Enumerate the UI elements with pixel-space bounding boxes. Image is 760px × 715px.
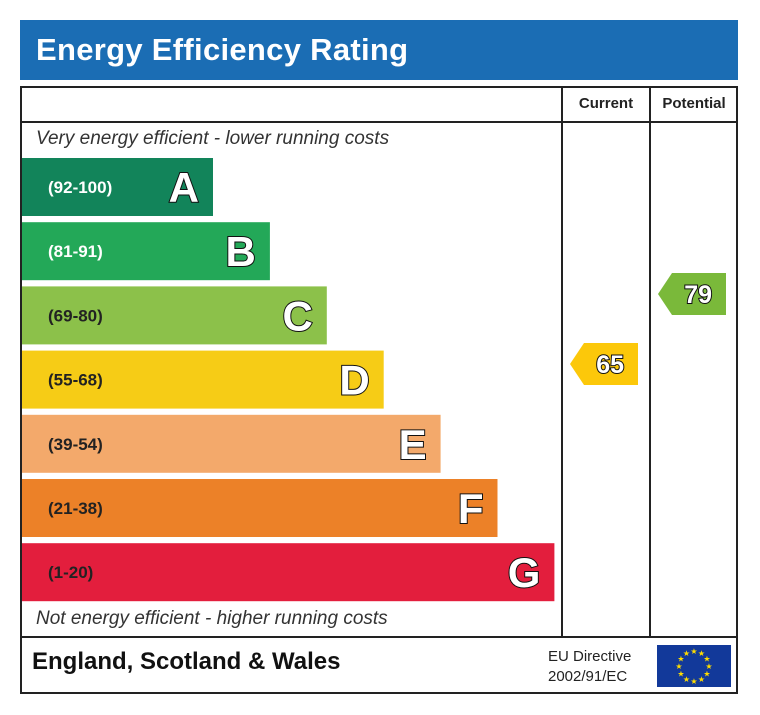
eu-flag-icon xyxy=(657,645,731,687)
band-range-g: (1-20) xyxy=(48,563,93,582)
band-bar-d xyxy=(22,350,384,409)
band-range-c: (69-80) xyxy=(48,306,103,325)
rating-frame xyxy=(20,86,738,694)
band-bar-b xyxy=(22,222,270,281)
band-letter-g: G xyxy=(508,549,541,596)
band-bar-a xyxy=(22,158,213,216)
eu-star-icon: ★ xyxy=(690,647,697,656)
band-bar-e xyxy=(22,414,441,473)
eu-star-icon: ★ xyxy=(683,649,690,658)
band-letter-d: D xyxy=(339,357,369,404)
band-bar-c xyxy=(22,286,327,345)
column-header-potential: Potential xyxy=(662,95,726,112)
band-bar-f xyxy=(22,479,498,537)
eu-star-icon: ★ xyxy=(677,670,684,679)
eu-star-icon: ★ xyxy=(675,662,682,671)
eu-star-icon: ★ xyxy=(677,655,684,664)
band-letter-a: A xyxy=(169,164,199,211)
eu-star-icon: ★ xyxy=(683,675,690,684)
bottom-note: Not energy efficient - higher running co… xyxy=(36,608,388,629)
band-letter-c: C xyxy=(282,292,312,339)
current-rating-arrow xyxy=(570,343,638,385)
potential-rating-arrow xyxy=(658,273,726,315)
eu-star-icon: ★ xyxy=(698,649,705,658)
current-rating-value: 65 xyxy=(596,351,624,379)
band-range-b: (81-91) xyxy=(48,242,103,261)
band-letter-b: B xyxy=(226,228,256,275)
footer-region: England, Scotland & Wales xyxy=(32,648,341,675)
band-range-e: (39-54) xyxy=(48,435,103,454)
eu-directive-number: 2002/91/EC xyxy=(548,668,628,685)
eu-star-icon: ★ xyxy=(703,670,710,679)
top-note: Very energy efficient - lower running co… xyxy=(36,128,390,149)
column-header-current: Current xyxy=(578,95,634,112)
eu-directive-label: EU Directive xyxy=(548,648,632,665)
potential-rating-value: 79 xyxy=(684,281,712,309)
eu-star-icon: ★ xyxy=(705,662,712,671)
page-title: Energy Efficiency Rating xyxy=(20,20,738,80)
band-range-d: (55-68) xyxy=(48,371,103,390)
band-range-f: (21-38) xyxy=(48,499,103,518)
band-bar-g xyxy=(22,543,555,602)
eu-star-icon: ★ xyxy=(703,655,710,664)
band-letter-f: F xyxy=(458,485,484,532)
band-letter-e: E xyxy=(399,421,427,468)
band-range-a: (92-100) xyxy=(48,178,112,197)
eu-star-icon: ★ xyxy=(690,677,697,686)
eu-star-icon: ★ xyxy=(698,675,705,684)
